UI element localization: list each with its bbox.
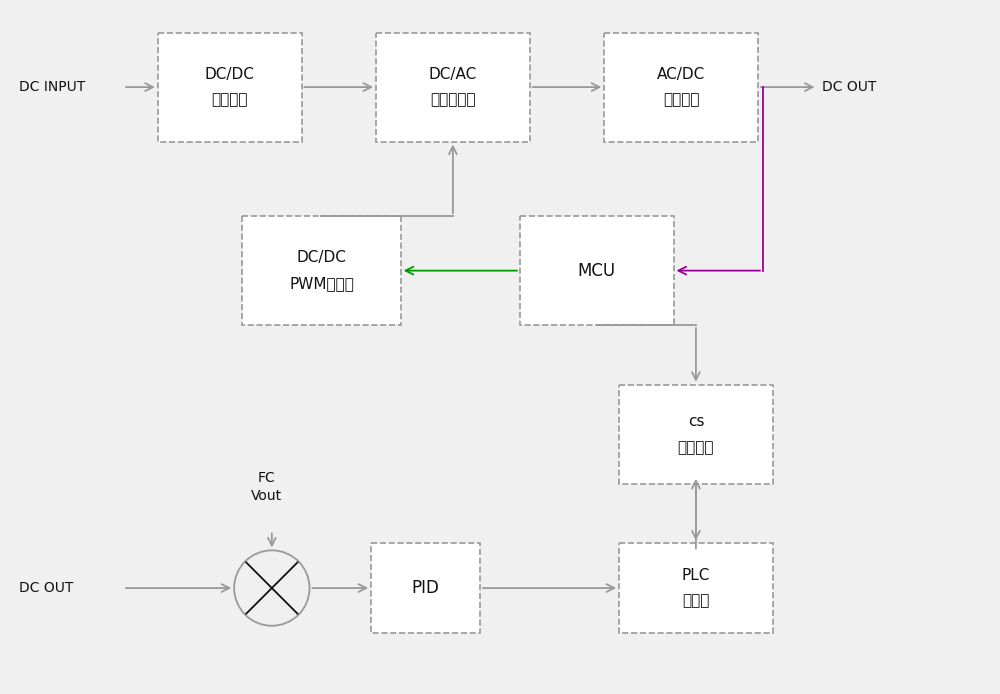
Text: DC OUT: DC OUT <box>19 581 73 595</box>
Bar <box>158 33 302 142</box>
Text: 通讯模块: 通讯模块 <box>678 440 714 455</box>
Text: FC
Vout: FC Vout <box>251 471 282 503</box>
Text: DC INPUT: DC INPUT <box>19 80 85 94</box>
Bar <box>619 543 773 633</box>
Bar <box>520 216 674 325</box>
Text: DC/DC: DC/DC <box>205 67 255 82</box>
Text: 整流滤波: 整流滤波 <box>663 92 699 108</box>
Text: PLC: PLC <box>682 568 710 583</box>
Text: DC OUT: DC OUT <box>822 80 877 94</box>
Bar <box>619 384 773 484</box>
Text: MCU: MCU <box>578 262 616 280</box>
Text: cs: cs <box>688 414 704 429</box>
Text: 控制器: 控制器 <box>682 593 710 609</box>
Bar <box>242 216 401 325</box>
Text: PWM控制器: PWM控制器 <box>289 276 354 291</box>
Text: 功率变换器: 功率变换器 <box>430 92 476 108</box>
Bar <box>376 33 530 142</box>
Bar <box>371 543 480 633</box>
Text: PID: PID <box>412 579 440 597</box>
Text: DC/AC: DC/AC <box>429 67 477 82</box>
Text: AC/DC: AC/DC <box>657 67 705 82</box>
Bar <box>604 33 758 142</box>
Text: DC/DC: DC/DC <box>297 251 346 265</box>
Text: 输入滤波: 输入滤波 <box>211 92 248 108</box>
